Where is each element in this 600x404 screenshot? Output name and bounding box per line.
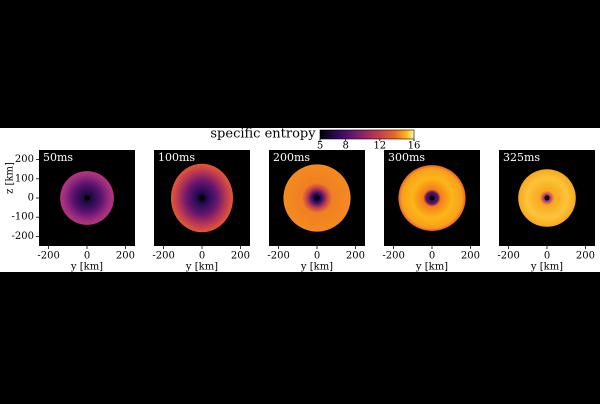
x-tick-label: 0 [199,251,205,262]
x-axis-label: y [km] [530,262,563,273]
panel-label: 325ms [503,151,540,164]
x-tick-label: 0 [84,251,90,262]
y-tick-label: 0 [28,193,34,204]
x-tick-label: -200 [37,251,59,262]
x-tick-label: -200 [382,251,404,262]
x-axis-label: y [km] [185,262,218,273]
core [429,195,435,201]
panel-label: 200ms [273,151,310,164]
x-tick-label: -200 [152,251,174,262]
x-axis-label: y [km] [300,262,333,273]
colorbar-tick-label: 5 [317,141,323,152]
colorbar-tick-label: 12 [373,141,386,152]
panel-label: 50ms [43,151,73,164]
y-tick-label: -100 [12,212,34,223]
x-axis-label: y [km] [415,262,448,273]
core [314,195,320,201]
y-axis-label: z [km] [5,162,16,194]
colorbar-tick-label: 8 [342,141,348,152]
y-tick-label: 100 [15,173,34,184]
x-tick-label: 0 [429,251,435,262]
y-tick-label: 200 [15,154,34,165]
x-tick-label: 0 [314,251,320,262]
panel-label: 300ms [388,151,425,164]
x-tick-label: 0 [544,251,550,262]
x-tick-label: -200 [267,251,289,262]
panel-label: 100ms [158,151,195,164]
y-tick-label: -200 [12,231,34,242]
colorbar [319,129,415,140]
core [199,195,205,201]
core [544,195,550,201]
x-tick-label: -200 [497,251,519,262]
colorbar-tick-label: 16 [408,141,421,152]
colorbar-label: specific entropy [210,127,316,142]
x-axis-label: y [km] [70,262,103,273]
x-tick-label: 200 [231,251,250,262]
x-tick-label: 200 [576,251,595,262]
x-tick-label: 200 [116,251,135,262]
x-tick-label: 200 [346,251,365,262]
x-tick-label: 200 [461,251,480,262]
core [84,195,90,201]
